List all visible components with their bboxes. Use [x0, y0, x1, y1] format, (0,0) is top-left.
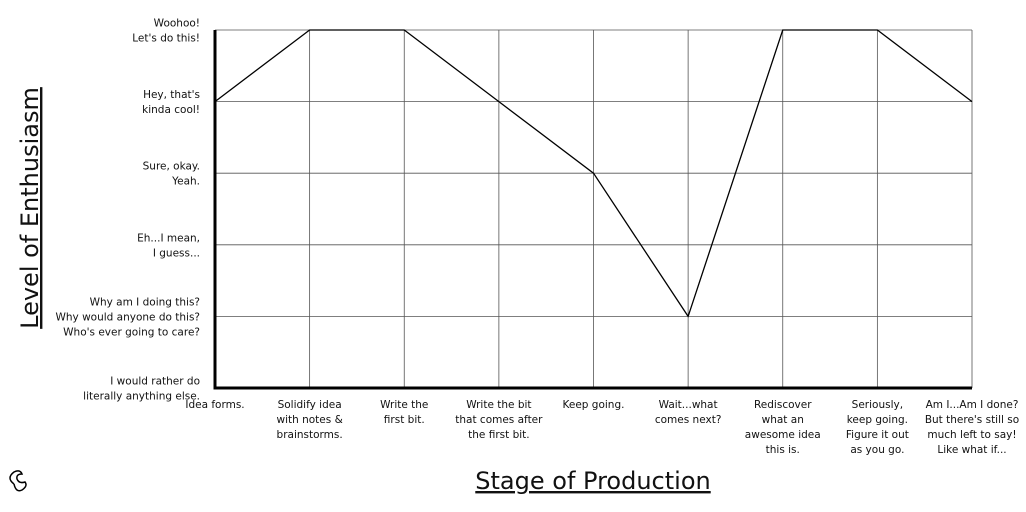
y-tick-label: Sure, okay. Yeah.	[143, 161, 200, 188]
x-axis-title: Stage of Production	[475, 467, 710, 495]
y-tick-label: Woohoo! Let's do this!	[132, 18, 200, 45]
signature	[9, 470, 27, 492]
y-tick-label: Eh...I mean, I guess...	[137, 232, 200, 259]
x-tick-label: Seriously, keep going. Figure it out as you…	[846, 399, 909, 456]
x-tick-label: Wait...what comes next?	[655, 399, 722, 426]
x-tick-label: Idea forms.	[185, 399, 244, 411]
y-axis-title: Level of Enthusiasm	[16, 87, 44, 329]
x-tick-label: Solidify idea with notes & brainstorms.	[276, 399, 342, 441]
x-tick-label: Keep going.	[563, 399, 625, 411]
y-tick-label: Hey, that's kinda cool!	[142, 89, 200, 116]
enthusiasm-line	[214, 29, 973, 318]
x-tick-label: Am I...Am I done? But there's still so muc…	[925, 399, 1019, 456]
x-tick-label: Rediscover what an awesome idea this is.	[745, 399, 821, 456]
y-tick-label: Why am I doing this? Why would anyone do …	[55, 296, 200, 338]
x-tick-label: Write the bit that comes after the first b…	[455, 399, 543, 441]
y-tick-label: I would rather do literally anything else…	[83, 376, 200, 403]
x-tick-label: Write the first bit.	[380, 399, 428, 426]
